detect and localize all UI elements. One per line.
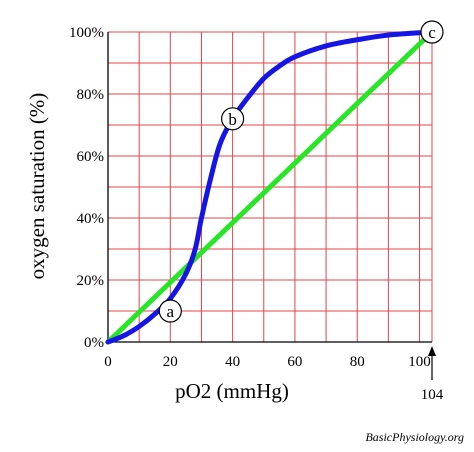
credit-text: BasicPhysiology.org [365, 430, 464, 444]
y-tick-label: 80% [77, 87, 105, 103]
annotation-label: b [228, 110, 237, 129]
point-annotations: a b c [158, 20, 444, 323]
x-tick-label: 60 [287, 354, 302, 370]
annotation-label: a [167, 302, 175, 321]
annotation-c: c [420, 20, 444, 44]
x-axis-ticks: 0 20 40 60 80 100 [104, 354, 431, 370]
axis-104-arrow: 104 [421, 346, 444, 403]
arrow-label: 104 [421, 387, 444, 403]
x-tick-label: 20 [163, 354, 178, 370]
y-tick-label: 20% [77, 273, 105, 289]
series-line-straight [105, 29, 435, 345]
y-axis-label: oxygen saturation (%) [25, 93, 49, 280]
x-axis-label: pO2 (mmHg) [175, 379, 289, 403]
series-layer [105, 29, 435, 345]
chart-grid [107, 31, 433, 343]
x-tick-label: 80 [350, 354, 365, 370]
annotation-circle [221, 107, 245, 131]
series-curve-sigmoid [105, 29, 435, 345]
annotation-label: c [428, 23, 436, 42]
y-tick-label: 40% [77, 211, 105, 227]
y-tick-label: 60% [77, 149, 105, 165]
x-tick-label: 0 [104, 354, 112, 370]
y-tick-label: 0% [84, 335, 104, 351]
x-tick-label: 100 [408, 354, 431, 370]
y-tick-label: 100% [69, 25, 104, 41]
y-axis-ticks: 0% 20% 40% 60% 80% 100% [69, 25, 104, 351]
annotation-b: b [221, 107, 245, 131]
annotation-a: a [158, 299, 182, 323]
annotation-circle [158, 299, 182, 323]
annotation-circle [420, 20, 444, 44]
x-tick-label: 40 [225, 354, 240, 370]
